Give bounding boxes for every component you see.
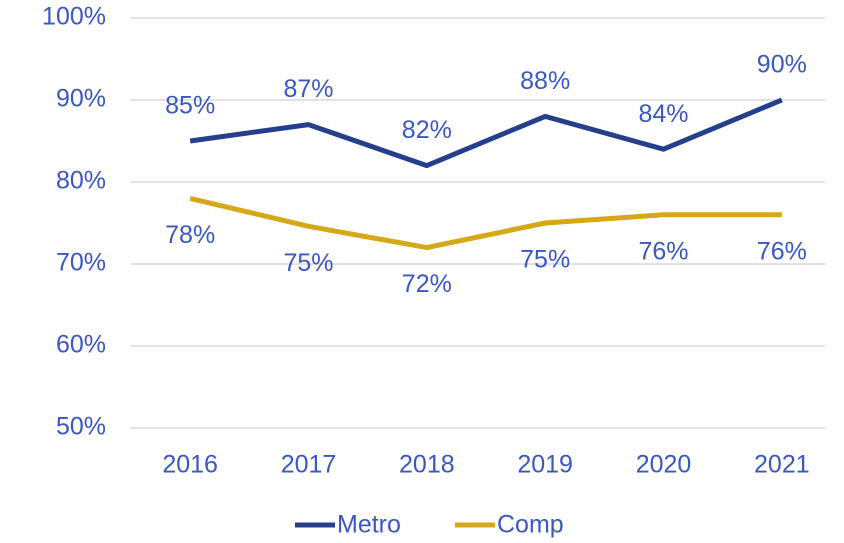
x-tick-label: 2019 — [517, 451, 573, 479]
x-tick-label: 2016 — [162, 451, 218, 479]
series-line — [189, 97, 783, 169]
data-label: 88% — [520, 67, 570, 95]
y-tick-label: 70% — [56, 249, 106, 277]
data-label: 84% — [638, 100, 688, 128]
legend-label: Comp — [497, 511, 564, 539]
data-label: 75% — [520, 246, 570, 274]
y-tick-label: 60% — [56, 331, 106, 359]
data-label: 76% — [638, 237, 688, 265]
data-label: 87% — [283, 75, 333, 103]
data-label: 76% — [757, 237, 807, 265]
data-label: 82% — [402, 116, 452, 144]
data-label: 85% — [165, 92, 215, 120]
x-tick-label: 2018 — [399, 451, 455, 479]
y-tick-label: 50% — [56, 413, 106, 441]
data-label: 72% — [402, 270, 452, 298]
y-tick-label: 90% — [56, 85, 106, 113]
x-tick-label: 2017 — [281, 451, 337, 479]
y-tick-label: 80% — [56, 167, 106, 195]
y-tick-label: 100% — [42, 3, 106, 31]
data-label: 75% — [283, 249, 333, 277]
data-label: 90% — [757, 51, 807, 79]
series-line — [189, 195, 782, 251]
x-tick-label: 2020 — [636, 451, 692, 479]
x-tick-label: 2021 — [754, 451, 810, 479]
legend-label: Metro — [337, 511, 401, 539]
data-label: 78% — [165, 221, 215, 249]
